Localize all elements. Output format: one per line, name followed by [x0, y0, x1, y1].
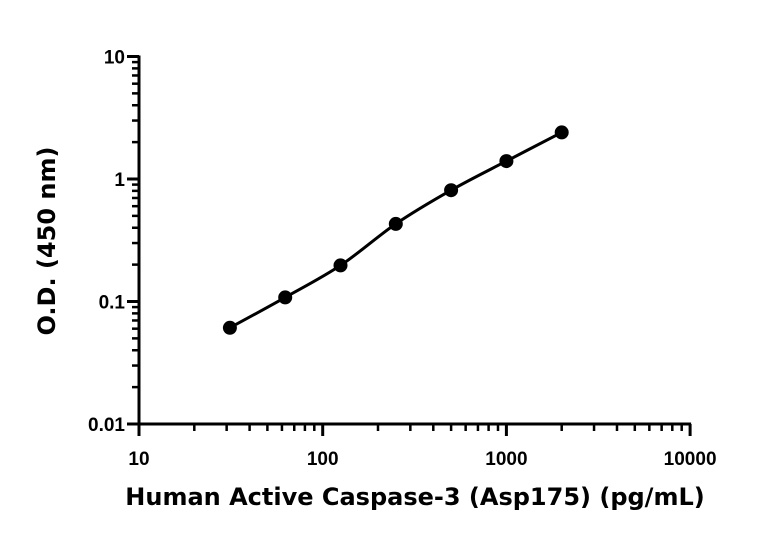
x-tick-label: 1000 — [485, 449, 527, 470]
data-point — [222, 320, 237, 335]
y-tick-label: 10 — [104, 48, 125, 69]
x-axis-title: Human Active Caspase-3 (Asp175) (pg/mL) — [125, 483, 704, 511]
data-point — [554, 125, 569, 140]
x-tick-label: 10000 — [664, 449, 717, 470]
y-tick-label: 1 — [114, 170, 125, 191]
plot-area — [222, 125, 569, 335]
x-axis: 10 100 1000 10000 — [127, 422, 717, 470]
data-point — [278, 290, 293, 305]
y-tick-label: 0.01 — [88, 415, 125, 436]
y-tick-label: 0.1 — [99, 293, 126, 314]
data-point — [499, 154, 514, 169]
data-point — [388, 216, 403, 231]
data-point — [444, 183, 459, 198]
x-tick-label: 10 — [128, 449, 149, 470]
y-axis-title: O.D. (450 nm) — [33, 147, 61, 336]
data-point — [333, 258, 348, 273]
y-axis: 0.01 0.1 1 10 — [88, 48, 141, 436]
x-tick-label: 100 — [307, 449, 339, 470]
